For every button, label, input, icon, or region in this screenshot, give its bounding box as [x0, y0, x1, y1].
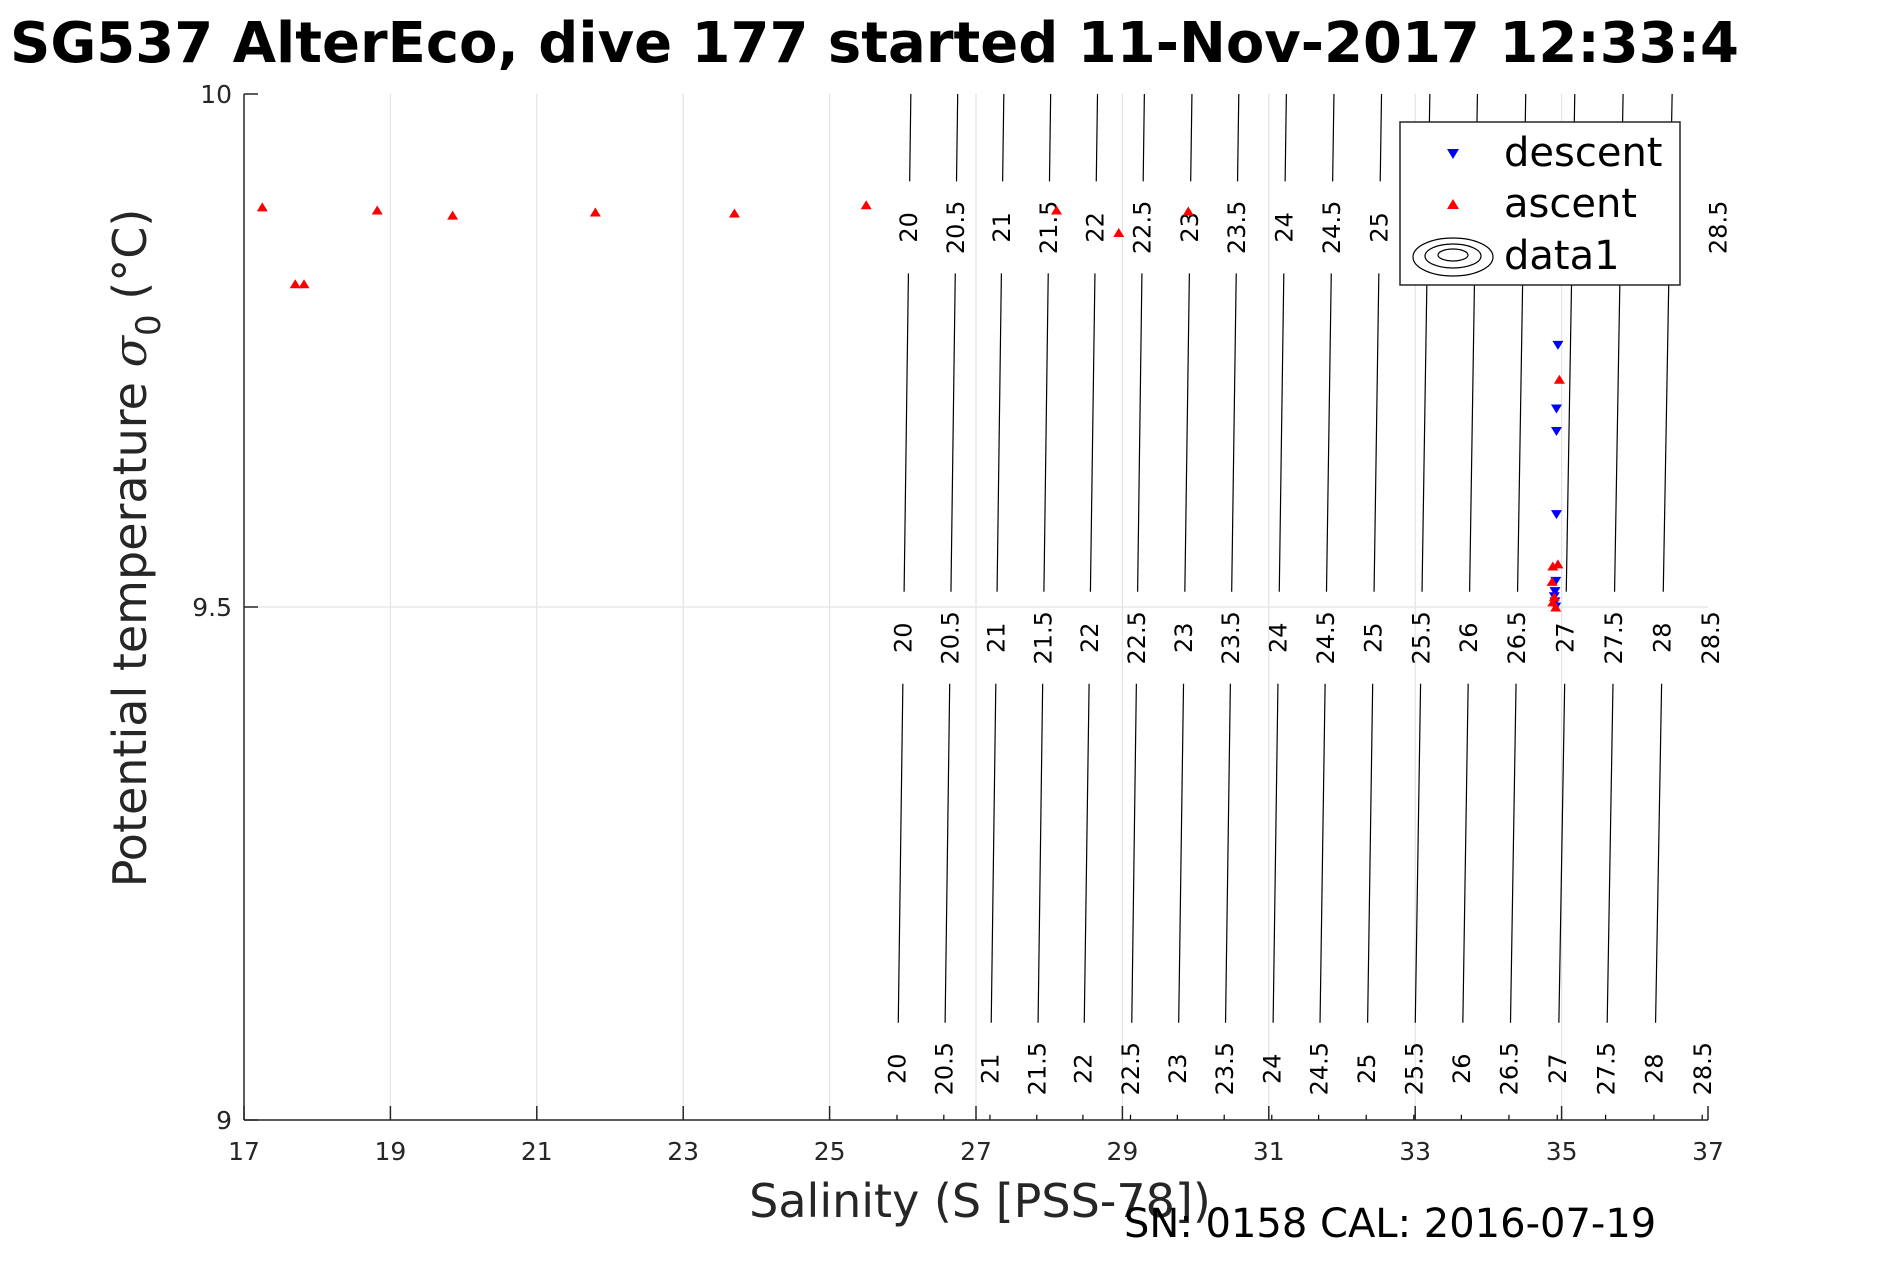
- contour-label-28.5: 28.5: [1689, 1042, 1717, 1095]
- contour-label-26: 26: [1455, 623, 1483, 654]
- x-tick-label: 31: [1253, 1137, 1285, 1166]
- x-tick-label: 23: [667, 1137, 699, 1166]
- contour-label-28: 28: [1641, 1053, 1669, 1084]
- y-axis-label-main: Potential temperature: [103, 367, 157, 887]
- contour-label-27.5: 27.5: [1592, 1042, 1620, 1095]
- contour-label-24.5: 24.5: [1305, 1042, 1333, 1095]
- x-tick-label: 17: [228, 1137, 260, 1166]
- x-tick-label: 27: [960, 1137, 992, 1166]
- contour-label-23.5: 23.5: [1217, 611, 1245, 664]
- contour-label-24.5: 24.5: [1318, 201, 1346, 254]
- x-tick-label: 37: [1692, 1137, 1724, 1166]
- contour-label-24.5: 24.5: [1312, 611, 1340, 664]
- y-tick-label: 10: [200, 80, 232, 109]
- contour-label-21: 21: [988, 212, 1016, 243]
- contour-label-25: 25: [1353, 1053, 1381, 1084]
- contour-label-27.5: 27.5: [1600, 611, 1628, 664]
- y-axis-label-subscript: 0: [129, 314, 169, 336]
- contour-label-24: 24: [1258, 1053, 1286, 1084]
- contour-label-23.5: 23.5: [1211, 1042, 1239, 1095]
- contour-label-22.5: 22.5: [1123, 611, 1151, 664]
- y-axis-label-unit: (°C): [103, 209, 157, 315]
- contour-label-21.5: 21.5: [1035, 201, 1063, 254]
- y-axis-label: Potential temperature σ0 (°C): [103, 209, 169, 888]
- contour-label-28: 28: [1648, 623, 1676, 654]
- contour-label-25.5: 25.5: [1401, 1042, 1429, 1095]
- legend-label-ascent: ascent: [1504, 181, 1637, 227]
- contour-label-20: 20: [889, 623, 917, 654]
- contour-label-25: 25: [1366, 212, 1394, 243]
- x-tick-label: 29: [1106, 1137, 1138, 1166]
- contour-label-22: 22: [1082, 212, 1110, 243]
- contour-label-21.5: 21.5: [1023, 1042, 1051, 1095]
- contour-label-23.5: 23.5: [1223, 201, 1251, 254]
- contour-label-25.5: 25.5: [1407, 611, 1435, 664]
- chart-title: SG537 AlterEco, dive 177 started 11-Nov-…: [10, 11, 1739, 76]
- contour-label-27: 27: [1551, 623, 1579, 654]
- legend: descent ascent data1: [1400, 122, 1680, 285]
- contour-label-23: 23: [1164, 1053, 1192, 1084]
- contour-label-27: 27: [1544, 1053, 1572, 1084]
- contour-label-22.5: 22.5: [1117, 1042, 1145, 1095]
- contour-label-22: 22: [1076, 623, 1104, 654]
- x-tick-label: 21: [521, 1137, 553, 1166]
- contour-label-23: 23: [1170, 623, 1198, 654]
- contour-label-21: 21: [982, 623, 1010, 654]
- x-tick-label: 35: [1546, 1137, 1578, 1166]
- contour-label-20: 20: [895, 212, 923, 243]
- contour-label-21: 21: [977, 1053, 1005, 1084]
- y-axis-label-sigma: σ: [103, 334, 157, 367]
- contour-label-25: 25: [1359, 623, 1387, 654]
- contour-label-24: 24: [1265, 623, 1293, 654]
- contour-label-20: 20: [884, 1053, 912, 1084]
- contour-label-20.5: 20.5: [930, 1042, 958, 1095]
- x-tick-label: 25: [814, 1137, 846, 1166]
- y-tick-label: 9: [216, 1106, 232, 1135]
- x-tick-label: 33: [1399, 1137, 1431, 1166]
- contour-label-22: 22: [1070, 1053, 1098, 1084]
- contour-label-24: 24: [1270, 212, 1298, 243]
- contour-label-21.5: 21.5: [1029, 611, 1057, 664]
- contour-label-22.5: 22.5: [1129, 201, 1157, 254]
- contour-label-28.5: 28.5: [1697, 611, 1725, 664]
- y-tick-label: 9.5: [192, 593, 232, 622]
- legend-label-data1: data1: [1504, 233, 1620, 279]
- legend-label-descent: descent: [1504, 130, 1662, 176]
- contour-label-26.5: 26.5: [1503, 611, 1531, 664]
- contour-label-28.5: 28.5: [1705, 201, 1733, 254]
- contour-label-26: 26: [1448, 1053, 1476, 1084]
- x-tick-label: 19: [374, 1137, 406, 1166]
- contour-label-20.5: 20.5: [936, 611, 964, 664]
- contour-label-26.5: 26.5: [1496, 1042, 1524, 1095]
- contour-label-23: 23: [1176, 212, 1204, 243]
- contour-label-20.5: 20.5: [942, 201, 970, 254]
- footer-serial-cal: SN: 0158 CAL: 2016-07-19: [1124, 1201, 1656, 1247]
